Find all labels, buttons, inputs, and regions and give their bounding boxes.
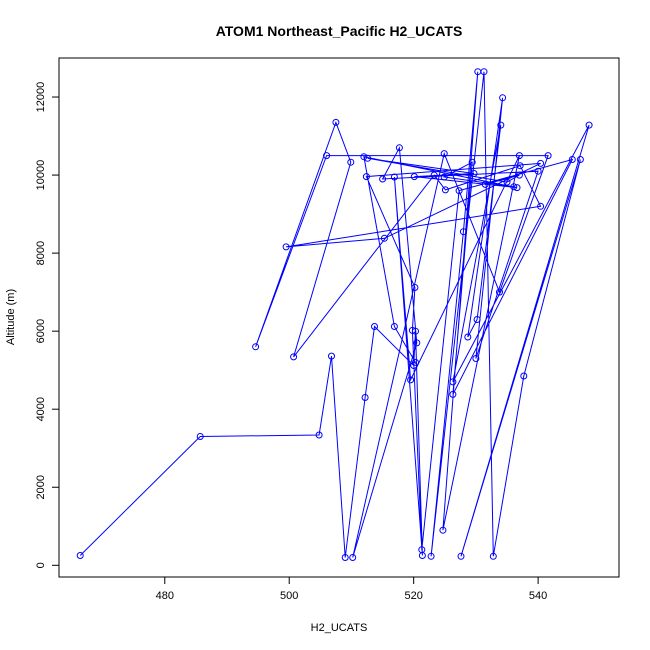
data-point — [499, 94, 507, 102]
data-point — [472, 355, 480, 362]
data-point — [515, 171, 523, 179]
data-point — [328, 352, 335, 360]
data-point — [513, 184, 521, 192]
data-point — [196, 433, 204, 440]
x-tick-label: 500 — [280, 590, 298, 602]
data-point — [439, 526, 447, 534]
chart-title: ATOM1 Northeast_Pacific H2_UCATS — [216, 23, 463, 39]
data-point — [390, 323, 398, 330]
data-point — [323, 152, 331, 160]
data-point — [290, 353, 298, 361]
data-point — [380, 234, 388, 242]
data-point — [341, 554, 349, 561]
data-point — [585, 121, 593, 129]
data-point — [347, 158, 355, 166]
data-point — [371, 323, 378, 330]
data-point — [360, 153, 368, 161]
data-point — [544, 152, 552, 160]
data-point — [534, 167, 542, 175]
data-point — [361, 394, 369, 401]
data-point — [76, 552, 84, 559]
y-axis-label: Altitude (m) — [5, 289, 17, 345]
y-tick-label: 10000 — [35, 160, 47, 191]
data-point — [441, 186, 449, 194]
data-point — [410, 173, 418, 181]
data-point — [473, 316, 481, 323]
data-point — [520, 372, 528, 380]
data-point — [489, 552, 497, 560]
x-tick-label: 540 — [529, 590, 547, 602]
data-point — [568, 156, 576, 163]
data-point — [413, 339, 421, 347]
x-tick-label: 520 — [404, 590, 422, 602]
data-point — [430, 171, 438, 179]
data-point — [390, 173, 398, 181]
data-point — [576, 156, 584, 163]
data-point — [315, 431, 323, 439]
data-point — [332, 118, 340, 126]
data-point — [515, 152, 523, 160]
data-point — [455, 187, 463, 195]
plot-layer — [76, 68, 593, 561]
data-point — [537, 159, 545, 167]
y-axis: 0 2000 4000 6000 8000 10000 12000 — [35, 82, 60, 568]
data-point — [412, 327, 419, 335]
data-point — [408, 326, 416, 334]
data-point — [503, 178, 511, 186]
series-line — [79, 71, 590, 558]
data-point — [464, 333, 472, 341]
data-point — [470, 170, 478, 177]
data-point — [427, 552, 435, 560]
x-axis-label: H2_UCATS — [311, 622, 368, 634]
data-point — [411, 284, 419, 291]
data-point — [457, 552, 465, 560]
data-point — [449, 390, 457, 398]
data-point — [362, 173, 370, 181]
y-tick-label: 2000 — [35, 475, 47, 499]
data-point — [349, 554, 357, 561]
data-point — [379, 175, 387, 183]
data-point — [516, 162, 524, 170]
data-point — [407, 376, 415, 384]
data-point — [252, 343, 260, 351]
data-point — [496, 288, 503, 296]
data-point — [481, 180, 489, 188]
x-axis: 480 500 520 540 — [156, 576, 547, 602]
data-point — [412, 358, 419, 366]
plot-area — [58, 57, 620, 578]
data-point — [510, 183, 518, 191]
data-point — [459, 228, 467, 236]
data-point — [440, 150, 448, 158]
data-point — [364, 154, 372, 162]
data-point — [537, 202, 545, 210]
data-point — [418, 546, 426, 554]
data-point — [480, 68, 488, 76]
data-point — [282, 243, 290, 251]
data-point — [449, 378, 457, 386]
y-tick-label: 12000 — [35, 82, 47, 113]
y-tick-label: 8000 — [35, 241, 47, 265]
data-point — [395, 144, 403, 152]
x-tick-label: 480 — [156, 590, 174, 602]
y-tick-label: 0 — [35, 562, 47, 568]
data-point — [468, 158, 476, 166]
y-tick-label: 4000 — [35, 397, 47, 421]
data-point — [440, 173, 448, 181]
data-point — [497, 121, 505, 129]
y-tick-label: 6000 — [35, 319, 47, 343]
